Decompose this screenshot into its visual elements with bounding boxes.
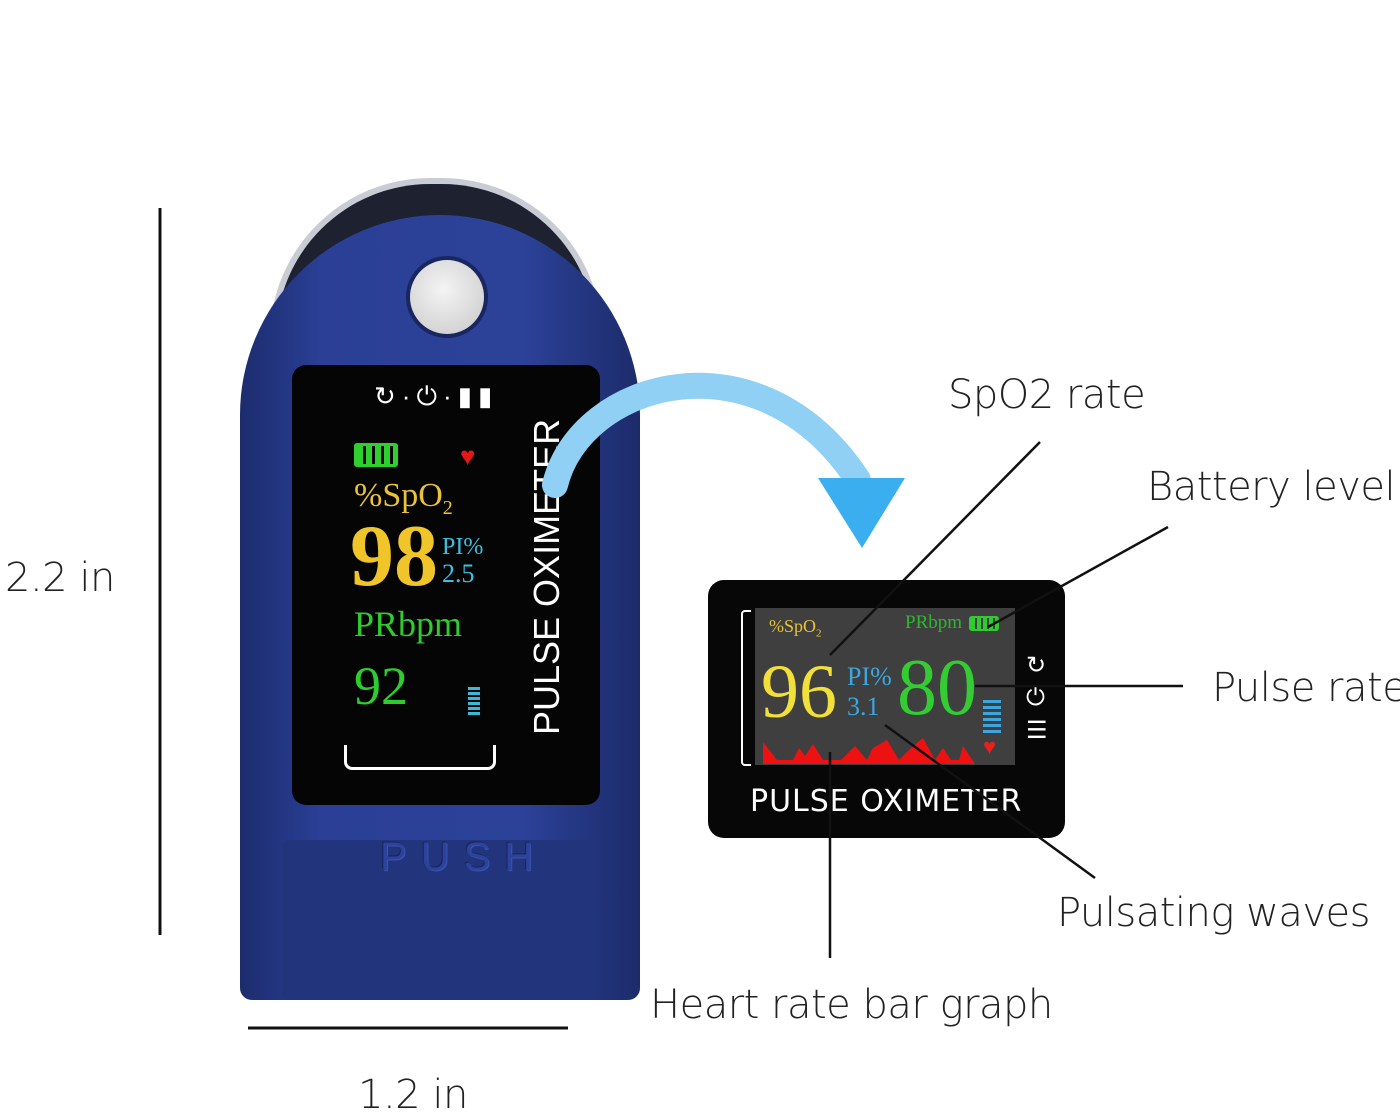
pulsating-waves-leader-line — [884, 723, 1096, 880]
callout-heart-rate-bar-graph: Heart rate bar graph — [650, 982, 1053, 1028]
pulse-wave-bracket — [741, 610, 751, 766]
brand-text: PULSE OXIMETER — [750, 784, 1023, 819]
arrow-head — [818, 478, 905, 548]
dot-icon: · — [443, 381, 458, 411]
spo2-value: 96 — [761, 650, 837, 734]
signal-icon: ☰ — [1026, 716, 1048, 744]
spo2-leader-line — [829, 441, 1041, 656]
rotate-icon: ↻ — [1026, 652, 1047, 679]
pr-value: 80 — [897, 644, 977, 732]
power-button[interactable] — [410, 260, 484, 334]
zoomed-inner-screen: %SpO2 PRbpm 96 PI% 3.1 80 ♥ — [755, 608, 1015, 765]
spo2-label: %SpO — [354, 477, 443, 514]
pr-value: 92 — [354, 656, 408, 716]
spo2-subscript: 2 — [442, 496, 453, 519]
side-icons: ↻ ⏻ ☰ — [1026, 650, 1048, 747]
power-icon: ⏻ — [416, 381, 444, 411]
spo2-label: %SpO — [769, 616, 817, 636]
height-label: 2.2 in — [5, 555, 115, 601]
pulse-wave-bracket — [344, 745, 496, 770]
callout-pulsating-waves: Pulsating waves — [1057, 890, 1370, 936]
screen-top-icons: ↻·⏻·▮▮ — [374, 381, 498, 413]
pi-label: PI% — [847, 662, 892, 691]
battery-icon — [354, 443, 398, 467]
signal-icon: ▮▮ — [457, 381, 499, 411]
heart-icon: ♥ — [460, 441, 476, 471]
width-label: 1.2 in — [358, 1072, 468, 1118]
pr-label: PRbpm — [905, 612, 963, 633]
pi-value: 3.1 — [847, 692, 880, 721]
heart-icon: ♥ — [983, 734, 997, 759]
heart-rate-bar-graph — [468, 687, 480, 715]
rotate-icon: ↻ — [374, 381, 402, 411]
arrow-curve — [542, 372, 871, 498]
callout-battery-level: Battery level — [1147, 464, 1396, 510]
callout-pulse-rate: Pulse rate — [1212, 665, 1400, 711]
push-emboss: PUSH — [380, 835, 548, 879]
battery-leader-line — [987, 525, 1169, 629]
heart-rate-bar-graph — [983, 700, 1001, 734]
pulse-waves — [763, 738, 975, 764]
callout-spo2-rate: SpO2 rate — [948, 372, 1146, 418]
device-screen: ↻·⏻·▮▮ ♥ %SpO2 98 PI% 2.5 PRbpm 92 PULSE… — [292, 365, 600, 805]
pr-label: PRbpm — [354, 604, 463, 644]
pulse-wave-shape — [763, 738, 975, 764]
spo2-value: 98 — [350, 508, 438, 605]
pi-label: PI% — [442, 534, 484, 560]
spo2-subscript: 2 — [816, 627, 822, 640]
pi-value: 2.5 — [442, 559, 475, 588]
dot-icon: · — [401, 381, 417, 411]
battery-icon — [969, 616, 999, 631]
power-icon: ⏻ — [1026, 684, 1045, 712]
device-clip — [282, 840, 598, 1000]
